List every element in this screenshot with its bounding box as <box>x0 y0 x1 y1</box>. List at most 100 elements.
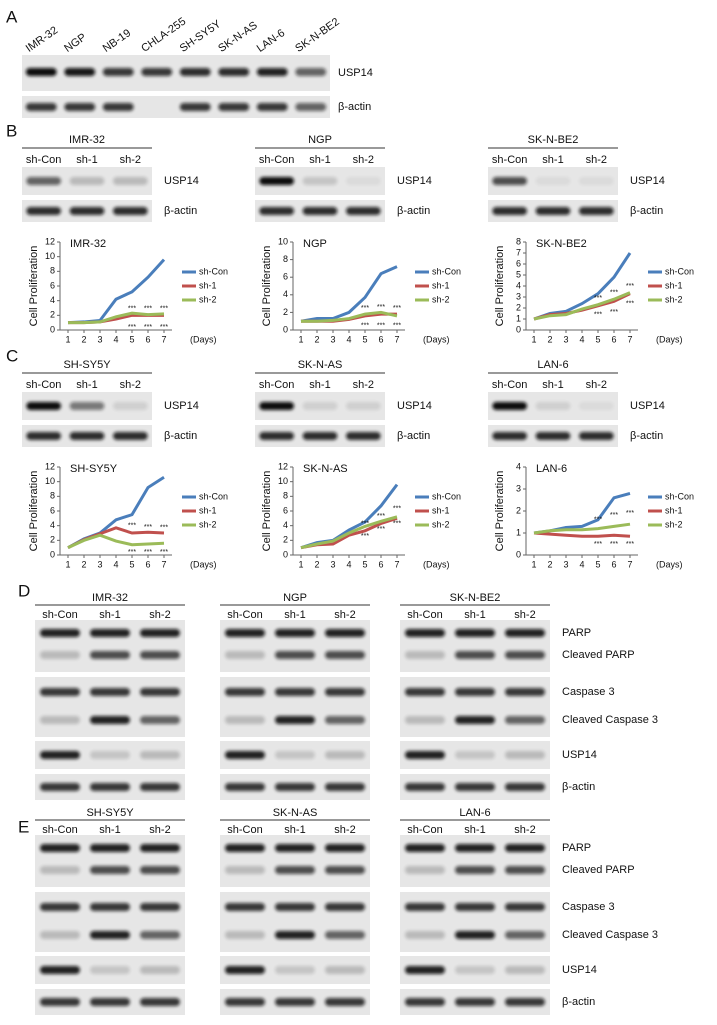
panel-label: B <box>6 121 17 140</box>
row-label: β-actin <box>562 781 595 793</box>
band <box>505 783 545 791</box>
legend-label: sh-Con <box>665 266 694 276</box>
lane-label: sh-Con <box>26 379 61 391</box>
row-label: Cleaved Caspase 3 <box>562 714 658 726</box>
band <box>25 103 57 111</box>
band <box>325 783 365 791</box>
band <box>140 629 180 637</box>
band <box>40 783 80 791</box>
row-label: USP14 <box>164 400 199 412</box>
band <box>325 966 365 974</box>
band <box>455 783 495 791</box>
y-axis-title: Cell Proliferation <box>261 471 273 552</box>
x-tick-label: 7 <box>627 334 632 344</box>
significance: *** <box>128 324 136 331</box>
band <box>505 998 545 1006</box>
legend-label: sh-1 <box>665 505 683 515</box>
legend-label: sh-1 <box>199 505 217 515</box>
band <box>225 966 265 974</box>
y-tick-label: 2 <box>516 302 521 312</box>
band <box>302 432 338 440</box>
row-label: β-actin <box>338 101 371 113</box>
band <box>275 966 315 974</box>
significance: *** <box>377 322 385 329</box>
y-tick-label: 4 <box>50 295 55 305</box>
band <box>405 966 445 974</box>
band <box>225 866 265 874</box>
x-tick-label: 7 <box>394 334 399 344</box>
lane-label: sh-2 <box>353 379 374 391</box>
x-tick-label: 3 <box>330 334 335 344</box>
significance: *** <box>626 541 634 548</box>
y-tick-label: 3 <box>516 483 521 493</box>
significance: *** <box>393 305 401 312</box>
lane-label: sh-Con <box>26 154 61 166</box>
band <box>225 629 265 637</box>
x-axis-title: (Days) <box>423 334 450 344</box>
x-tick-label: 5 <box>129 559 134 569</box>
row-label: β-actin <box>397 205 430 217</box>
band <box>26 207 61 215</box>
blot-box <box>400 620 550 672</box>
blot-box <box>220 677 370 737</box>
band <box>225 716 265 724</box>
x-tick-label: 4 <box>579 334 584 344</box>
band <box>90 751 130 759</box>
y-tick-label: 0 <box>516 549 521 559</box>
y-axis-title: Cell Proliferation <box>28 246 40 327</box>
y-axis-title: Cell Proliferation <box>494 246 506 327</box>
chart-title: NGP <box>303 238 327 250</box>
band <box>140 716 180 724</box>
row-label: β-actin <box>562 996 595 1008</box>
band <box>69 177 105 185</box>
y-tick-label: 12 <box>278 461 288 471</box>
blot-box <box>220 892 370 952</box>
band <box>26 402 61 410</box>
band <box>302 177 338 185</box>
significance: *** <box>594 311 602 318</box>
band <box>325 688 365 696</box>
band <box>302 207 338 215</box>
row-label: β-actin <box>164 430 197 442</box>
band <box>259 432 294 440</box>
series-line <box>533 531 631 538</box>
y-tick-label: 8 <box>283 254 288 264</box>
band <box>25 68 57 76</box>
lane-label: sh-2 <box>149 609 170 621</box>
significance: *** <box>361 322 369 329</box>
legend-label: sh-1 <box>432 280 450 290</box>
band <box>225 844 265 852</box>
lane-label: sh-1 <box>76 154 97 166</box>
band <box>113 207 148 215</box>
lane-label: sh-2 <box>120 379 141 391</box>
panel-label: E <box>18 817 29 836</box>
blot-box <box>400 892 550 952</box>
band <box>179 103 211 111</box>
band <box>140 783 180 791</box>
x-tick-label: 1 <box>65 334 70 344</box>
y-tick-label: 5 <box>516 269 521 279</box>
band <box>140 966 180 974</box>
legend-label: sh-2 <box>199 294 217 304</box>
band <box>505 903 545 911</box>
lane-label: sh-1 <box>284 824 305 836</box>
row-label: β-actin <box>630 205 663 217</box>
lane-label: SK-N-BE2 <box>293 16 341 55</box>
row-label: PARP <box>562 627 591 639</box>
band <box>405 651 445 659</box>
y-tick-label: 0 <box>283 549 288 559</box>
legend-label: sh-Con <box>665 491 694 501</box>
legend-label: sh-2 <box>432 294 450 304</box>
y-tick-label: 1 <box>516 527 521 537</box>
x-tick-label: 6 <box>378 334 383 344</box>
blot-title: LAN-6 <box>459 807 490 819</box>
row-label: USP14 <box>164 175 199 187</box>
panel-label: A <box>6 7 18 26</box>
chart-title: SK-N-AS <box>303 463 348 475</box>
legend-label: sh-2 <box>199 519 217 529</box>
band <box>225 751 265 759</box>
lane-label: sh-2 <box>353 154 374 166</box>
significance: *** <box>144 324 152 331</box>
significance: *** <box>144 306 152 313</box>
y-tick-label: 2 <box>50 310 55 320</box>
